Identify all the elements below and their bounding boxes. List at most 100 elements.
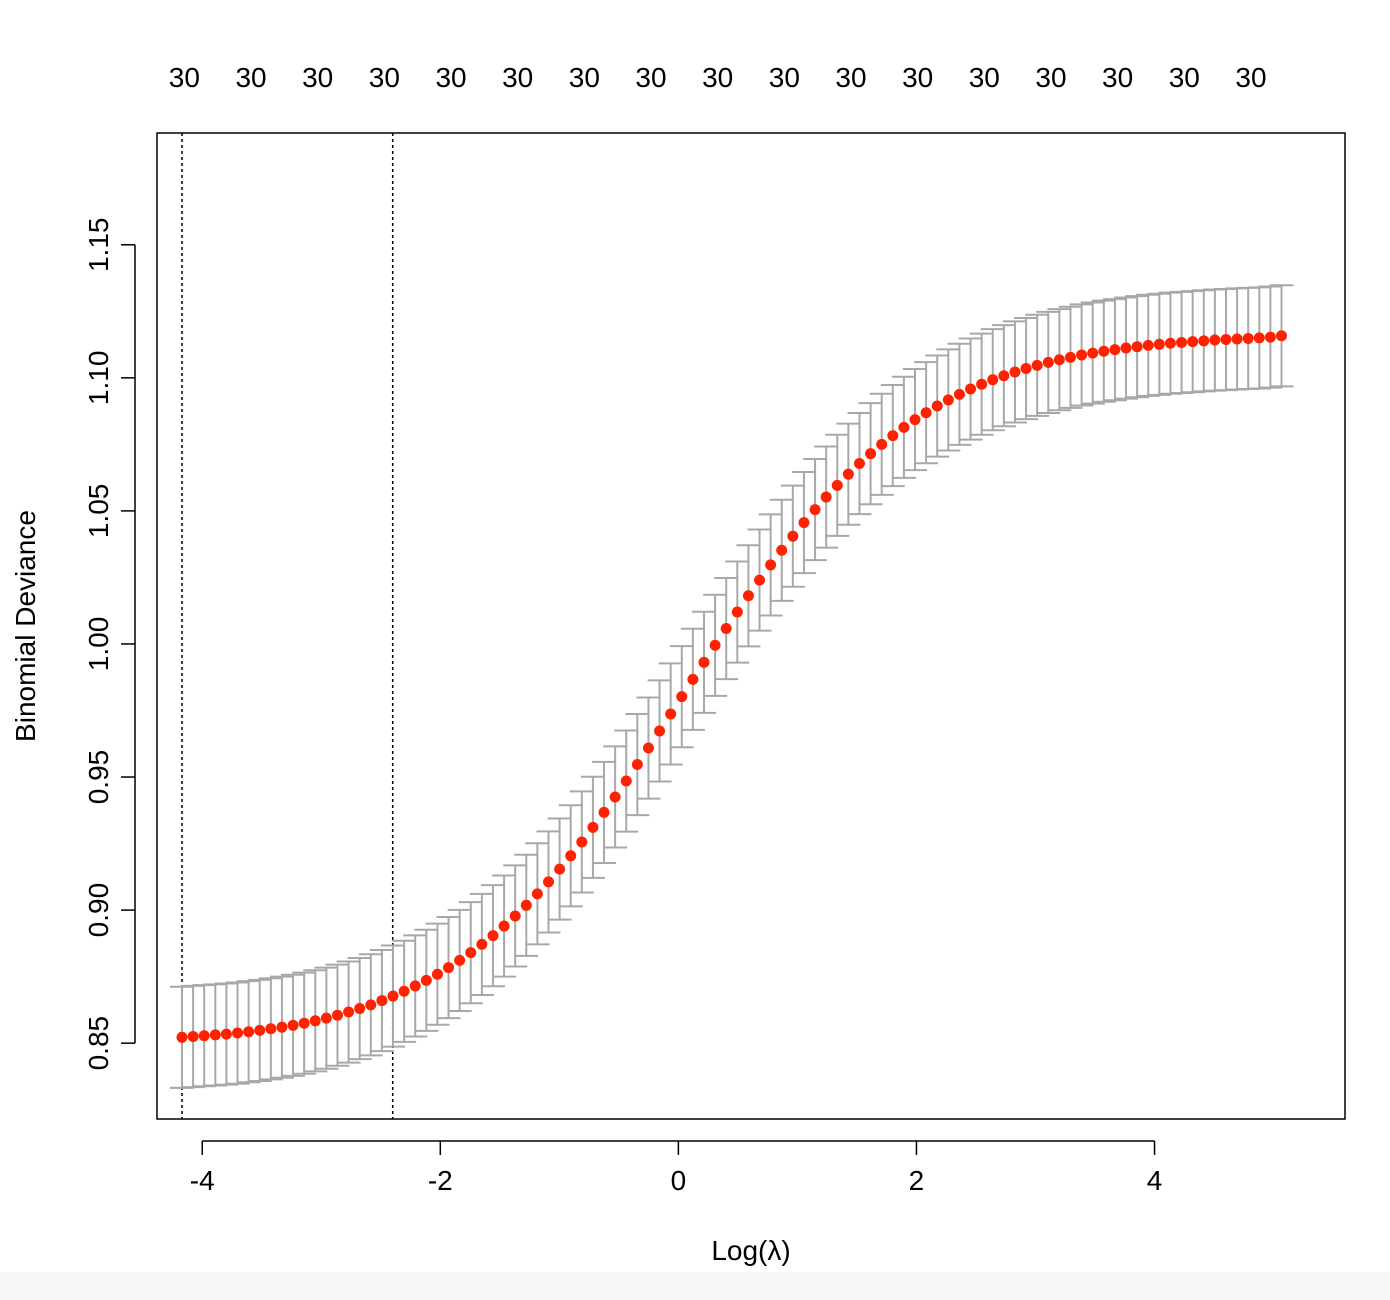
data-point [976, 378, 988, 390]
top-axis-label: 30 [302, 62, 333, 93]
data-point [920, 407, 932, 419]
y-tick-label: 0.95 [83, 750, 114, 805]
data-point [1231, 333, 1243, 345]
data-point [853, 458, 865, 470]
data-point [698, 656, 710, 668]
data-point [587, 821, 599, 833]
data-point [998, 370, 1010, 382]
data-point [1120, 342, 1132, 354]
data-point [220, 1028, 232, 1040]
data-point [953, 388, 965, 400]
data-point [842, 468, 854, 480]
data-point [265, 1023, 277, 1035]
top-axis-label: 30 [1102, 62, 1133, 93]
data-point [454, 954, 466, 966]
x-tick-label: 0 [671, 1165, 687, 1196]
data-point [420, 974, 432, 986]
data-point [1153, 338, 1165, 350]
y-tick-label: 1.00 [83, 617, 114, 672]
x-tick-label: -2 [428, 1165, 453, 1196]
data-point [754, 574, 766, 586]
data-point [687, 673, 699, 685]
top-axis-label: 30 [502, 62, 533, 93]
data-point [831, 479, 843, 491]
data-point [942, 394, 954, 406]
data-point [620, 775, 632, 787]
data-point [887, 430, 899, 442]
data-point [465, 947, 477, 959]
data-point [865, 448, 877, 460]
data-point [409, 980, 421, 992]
bottom-strip [0, 1272, 1390, 1300]
top-axis-label: 30 [369, 62, 400, 93]
data-point [876, 438, 888, 450]
data-point [1187, 336, 1199, 348]
data-point [642, 742, 654, 754]
data-point [431, 968, 443, 980]
x-tick-label: 4 [1147, 1165, 1163, 1196]
data-point [1242, 332, 1254, 344]
data-point [520, 899, 532, 911]
data-point [1220, 334, 1232, 346]
data-point [387, 990, 399, 1002]
data-point [565, 850, 577, 862]
data-point [331, 1009, 343, 1021]
data-point [198, 1030, 210, 1042]
data-point [276, 1021, 288, 1033]
y-tick-label: 1.15 [83, 218, 114, 273]
top-axis-label: 30 [235, 62, 266, 93]
data-point [1209, 334, 1221, 346]
top-axis-label: 30 [969, 62, 1000, 93]
x-axis: -4 -2 0 2 4 [190, 1140, 1163, 1196]
data-point [798, 517, 810, 529]
data-point [443, 962, 455, 974]
data-point [254, 1024, 266, 1036]
data-point [654, 725, 666, 737]
data-point [509, 910, 521, 922]
data-point [554, 863, 566, 875]
data-point [987, 374, 999, 386]
data-point [543, 876, 555, 888]
top-axis-label: 30 [902, 62, 933, 93]
data-point [1198, 335, 1210, 347]
data-point [720, 623, 732, 635]
top-axis-label: 30 [635, 62, 666, 93]
data-point [631, 759, 643, 771]
data-point [354, 1003, 366, 1015]
top-axis-label: 30 [702, 62, 733, 93]
top-axis-label: 30 [1235, 62, 1266, 93]
top-axis-label: 30 [169, 62, 200, 93]
data-point [787, 530, 799, 542]
top-axis-label: 30 [1035, 62, 1066, 93]
y-tick-label: 0.85 [83, 1016, 114, 1071]
data-point [476, 938, 488, 950]
top-axis-label: 30 [835, 62, 866, 93]
data-point [576, 836, 588, 848]
data-point [498, 920, 510, 932]
data-point [376, 995, 388, 1007]
data-point [820, 491, 832, 503]
top-axis-label: 30 [569, 62, 600, 93]
data-point [209, 1029, 221, 1041]
x-tick-label: -4 [190, 1165, 215, 1196]
y-tick-label: 0.90 [83, 883, 114, 938]
data-point [487, 930, 499, 942]
data-point [1053, 354, 1065, 366]
data-point [298, 1017, 310, 1029]
data-point [1142, 339, 1154, 351]
deviance-points [176, 330, 1288, 1043]
data-point [1020, 363, 1032, 375]
y-tick-label: 1.10 [83, 351, 114, 406]
x-axis-label: Log(λ) [711, 1235, 790, 1266]
plot-frame [156, 132, 1346, 1120]
data-point [1131, 341, 1143, 353]
data-point [1009, 366, 1021, 378]
data-point [742, 590, 754, 602]
data-point [1253, 332, 1265, 344]
data-point [187, 1031, 199, 1043]
top-axis-labels: 30 30 30 30 30 30 30 30 30 30 30 30 30 30 30 30 30 [169, 62, 1267, 93]
error-bars [169, 284, 1294, 1089]
data-point [243, 1026, 255, 1038]
top-axis-label: 30 [435, 62, 466, 93]
